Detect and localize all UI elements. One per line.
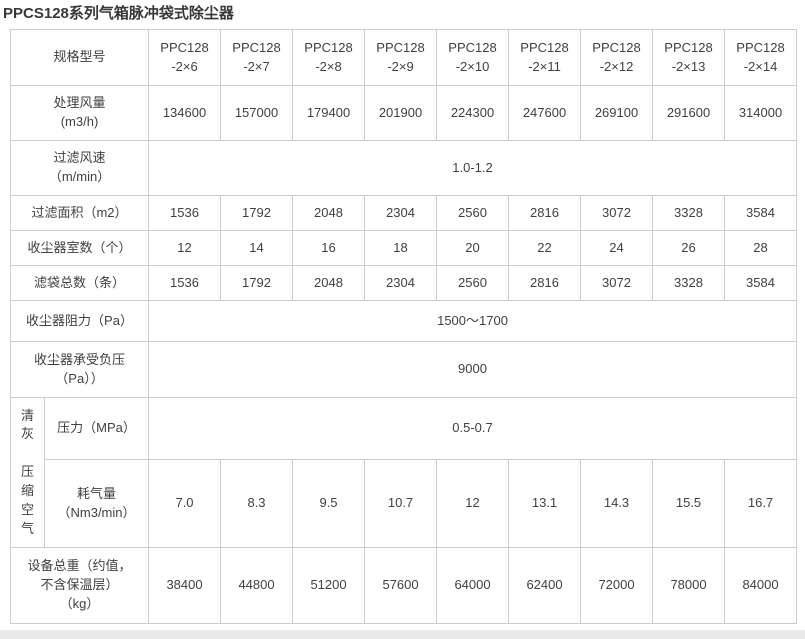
- table-row-bags: 滤袋总数（条） 1536 1792 2048 2304 2560 2816 30…: [9, 265, 798, 301]
- row-label-airflow: 处理风量 (m3/h): [9, 85, 150, 141]
- row-label-bags: 滤袋总数（条）: [9, 265, 150, 301]
- vertical-label-text: 清 灰 压 缩 空 气: [20, 407, 34, 536]
- cell: 12: [148, 230, 222, 266]
- cell: 3584: [724, 195, 798, 231]
- cell: 2816: [508, 195, 582, 231]
- cell: 64000: [436, 547, 510, 624]
- table-row-header: 规格型号 PPC128 -2×6 PPC128 -2×7 PPC128 -2×8…: [9, 29, 798, 86]
- cell: 314000: [724, 85, 798, 141]
- model-cell: PPC128 -2×11: [508, 29, 582, 86]
- cell: 1536: [148, 265, 222, 301]
- cell: 1792: [220, 265, 294, 301]
- model-cell: PPC128 -2×13: [652, 29, 726, 86]
- cell-span: 9000: [148, 341, 798, 398]
- cell: 269100: [580, 85, 654, 141]
- cell: 12: [436, 459, 510, 548]
- cell: 1536: [148, 195, 222, 231]
- table-row-cleaning-pressure: 清 灰 压 缩 空 气 压力（MPa） 0.5-0.7: [10, 397, 798, 548]
- spec-table: 规格型号 PPC128 -2×6 PPC128 -2×7 PPC128 -2×8…: [9, 29, 798, 624]
- cell: 157000: [220, 85, 294, 141]
- model-cell: PPC128 -2×8: [292, 29, 366, 86]
- cell: 247600: [508, 85, 582, 141]
- cell-span: 0.5-0.7: [148, 397, 798, 460]
- cell: 24: [580, 230, 654, 266]
- cell: 7.0: [148, 459, 222, 548]
- cell: 26: [652, 230, 726, 266]
- cell: 10.7: [364, 459, 438, 548]
- row-group-label-cleaning-air: 清 灰 压 缩 空 气: [10, 397, 45, 548]
- cell: 62400: [508, 547, 582, 624]
- cell: 3072: [580, 265, 654, 301]
- table-row-airflow: 处理风量 (m3/h) 134600 157000 179400 201900 …: [9, 85, 798, 141]
- cell: 28: [724, 230, 798, 266]
- cell: 1792: [220, 195, 294, 231]
- cell: 84000: [724, 547, 798, 624]
- cell: 9.5: [292, 459, 366, 548]
- cell: 2048: [292, 195, 366, 231]
- cell: 2560: [436, 265, 510, 301]
- model-cell: PPC128 -2×9: [364, 29, 438, 86]
- model-cell: PPC128 -2×12: [580, 29, 654, 86]
- cell: 3072: [580, 195, 654, 231]
- cell-span: 1.0-1.2: [148, 140, 798, 196]
- table-row-total-weight: 设备总重（约值， 不含保温层） （kg） 38400 44800 51200 5…: [9, 547, 798, 624]
- cell: 2048: [292, 265, 366, 301]
- cell: 16: [292, 230, 366, 266]
- cell: 179400: [292, 85, 366, 141]
- row-label-pressure: 压力（MPa）: [43, 397, 150, 460]
- row-label-filter-area: 过滤面积（m2）: [9, 195, 150, 231]
- model-cell: PPC128 -2×14: [724, 29, 798, 86]
- row-label-resistance: 收尘器阻力（Pa）: [9, 300, 150, 342]
- table-row-air-consumption: 耗气量 （Nm3/min） 7.0 8.3 9.5 10.7 12 13.1 1…: [11, 459, 798, 548]
- row-label-chambers: 收尘器室数（个）: [9, 230, 150, 266]
- cell: 22: [508, 230, 582, 266]
- cell: 3328: [652, 195, 726, 231]
- row-label-air-consumption: 耗气量 （Nm3/min）: [43, 459, 150, 548]
- page-title: PPCS128系列气箱脉冲袋式除尘器: [3, 5, 234, 22]
- model-cell: PPC128 -2×10: [436, 29, 510, 86]
- table-row-resistance: 收尘器阻力（Pa） 1500～1700: [9, 300, 798, 342]
- table-row-chambers: 收尘器室数（个） 12 14 16 18 20 22 24 26 28: [9, 230, 798, 266]
- cell: 57600: [364, 547, 438, 624]
- row-label-negative-pressure: 收尘器承受负压 （Pa））: [9, 341, 150, 398]
- cell: 2816: [508, 265, 582, 301]
- cell: 14: [220, 230, 294, 266]
- cell: 16.7: [724, 459, 798, 548]
- table-row-filter-area: 过滤面积（m2） 1536 1792 2048 2304 2560 2816 3…: [9, 195, 798, 231]
- cell: 291600: [652, 85, 726, 141]
- row-label-filter-velocity: 过滤风速 （m/min）: [9, 140, 150, 196]
- cell: 134600: [148, 85, 222, 141]
- row-label-total-weight: 设备总重（约值， 不含保温层） （kg）: [9, 547, 150, 624]
- cell: 201900: [364, 85, 438, 141]
- cell: 2560: [436, 195, 510, 231]
- table-row-filter-velocity: 过滤风速 （m/min） 1.0-1.2: [9, 140, 798, 196]
- model-cell: PPC128 -2×6: [148, 29, 222, 86]
- cell-span: 1500～1700: [148, 300, 798, 342]
- cell: 20: [436, 230, 510, 266]
- cell: 224300: [436, 85, 510, 141]
- cell: 51200: [292, 547, 366, 624]
- cell: 2304: [364, 195, 438, 231]
- table-row-negative-pressure: 收尘器承受负压 （Pa）） 9000: [9, 341, 798, 398]
- cell: 78000: [652, 547, 726, 624]
- cell: 14.3: [580, 459, 654, 548]
- model-cell: PPC128 -2×7: [220, 29, 294, 86]
- cell: 72000: [580, 547, 654, 624]
- cell: 18: [364, 230, 438, 266]
- cell: 8.3: [220, 459, 294, 548]
- row-label-spec-model: 规格型号: [9, 29, 150, 86]
- cell: 13.1: [508, 459, 582, 548]
- cell: 2304: [364, 265, 438, 301]
- cell: 3328: [652, 265, 726, 301]
- cell: 3584: [724, 265, 798, 301]
- cell: 15.5: [652, 459, 726, 548]
- cell: 44800: [220, 547, 294, 624]
- cell: 38400: [148, 547, 222, 624]
